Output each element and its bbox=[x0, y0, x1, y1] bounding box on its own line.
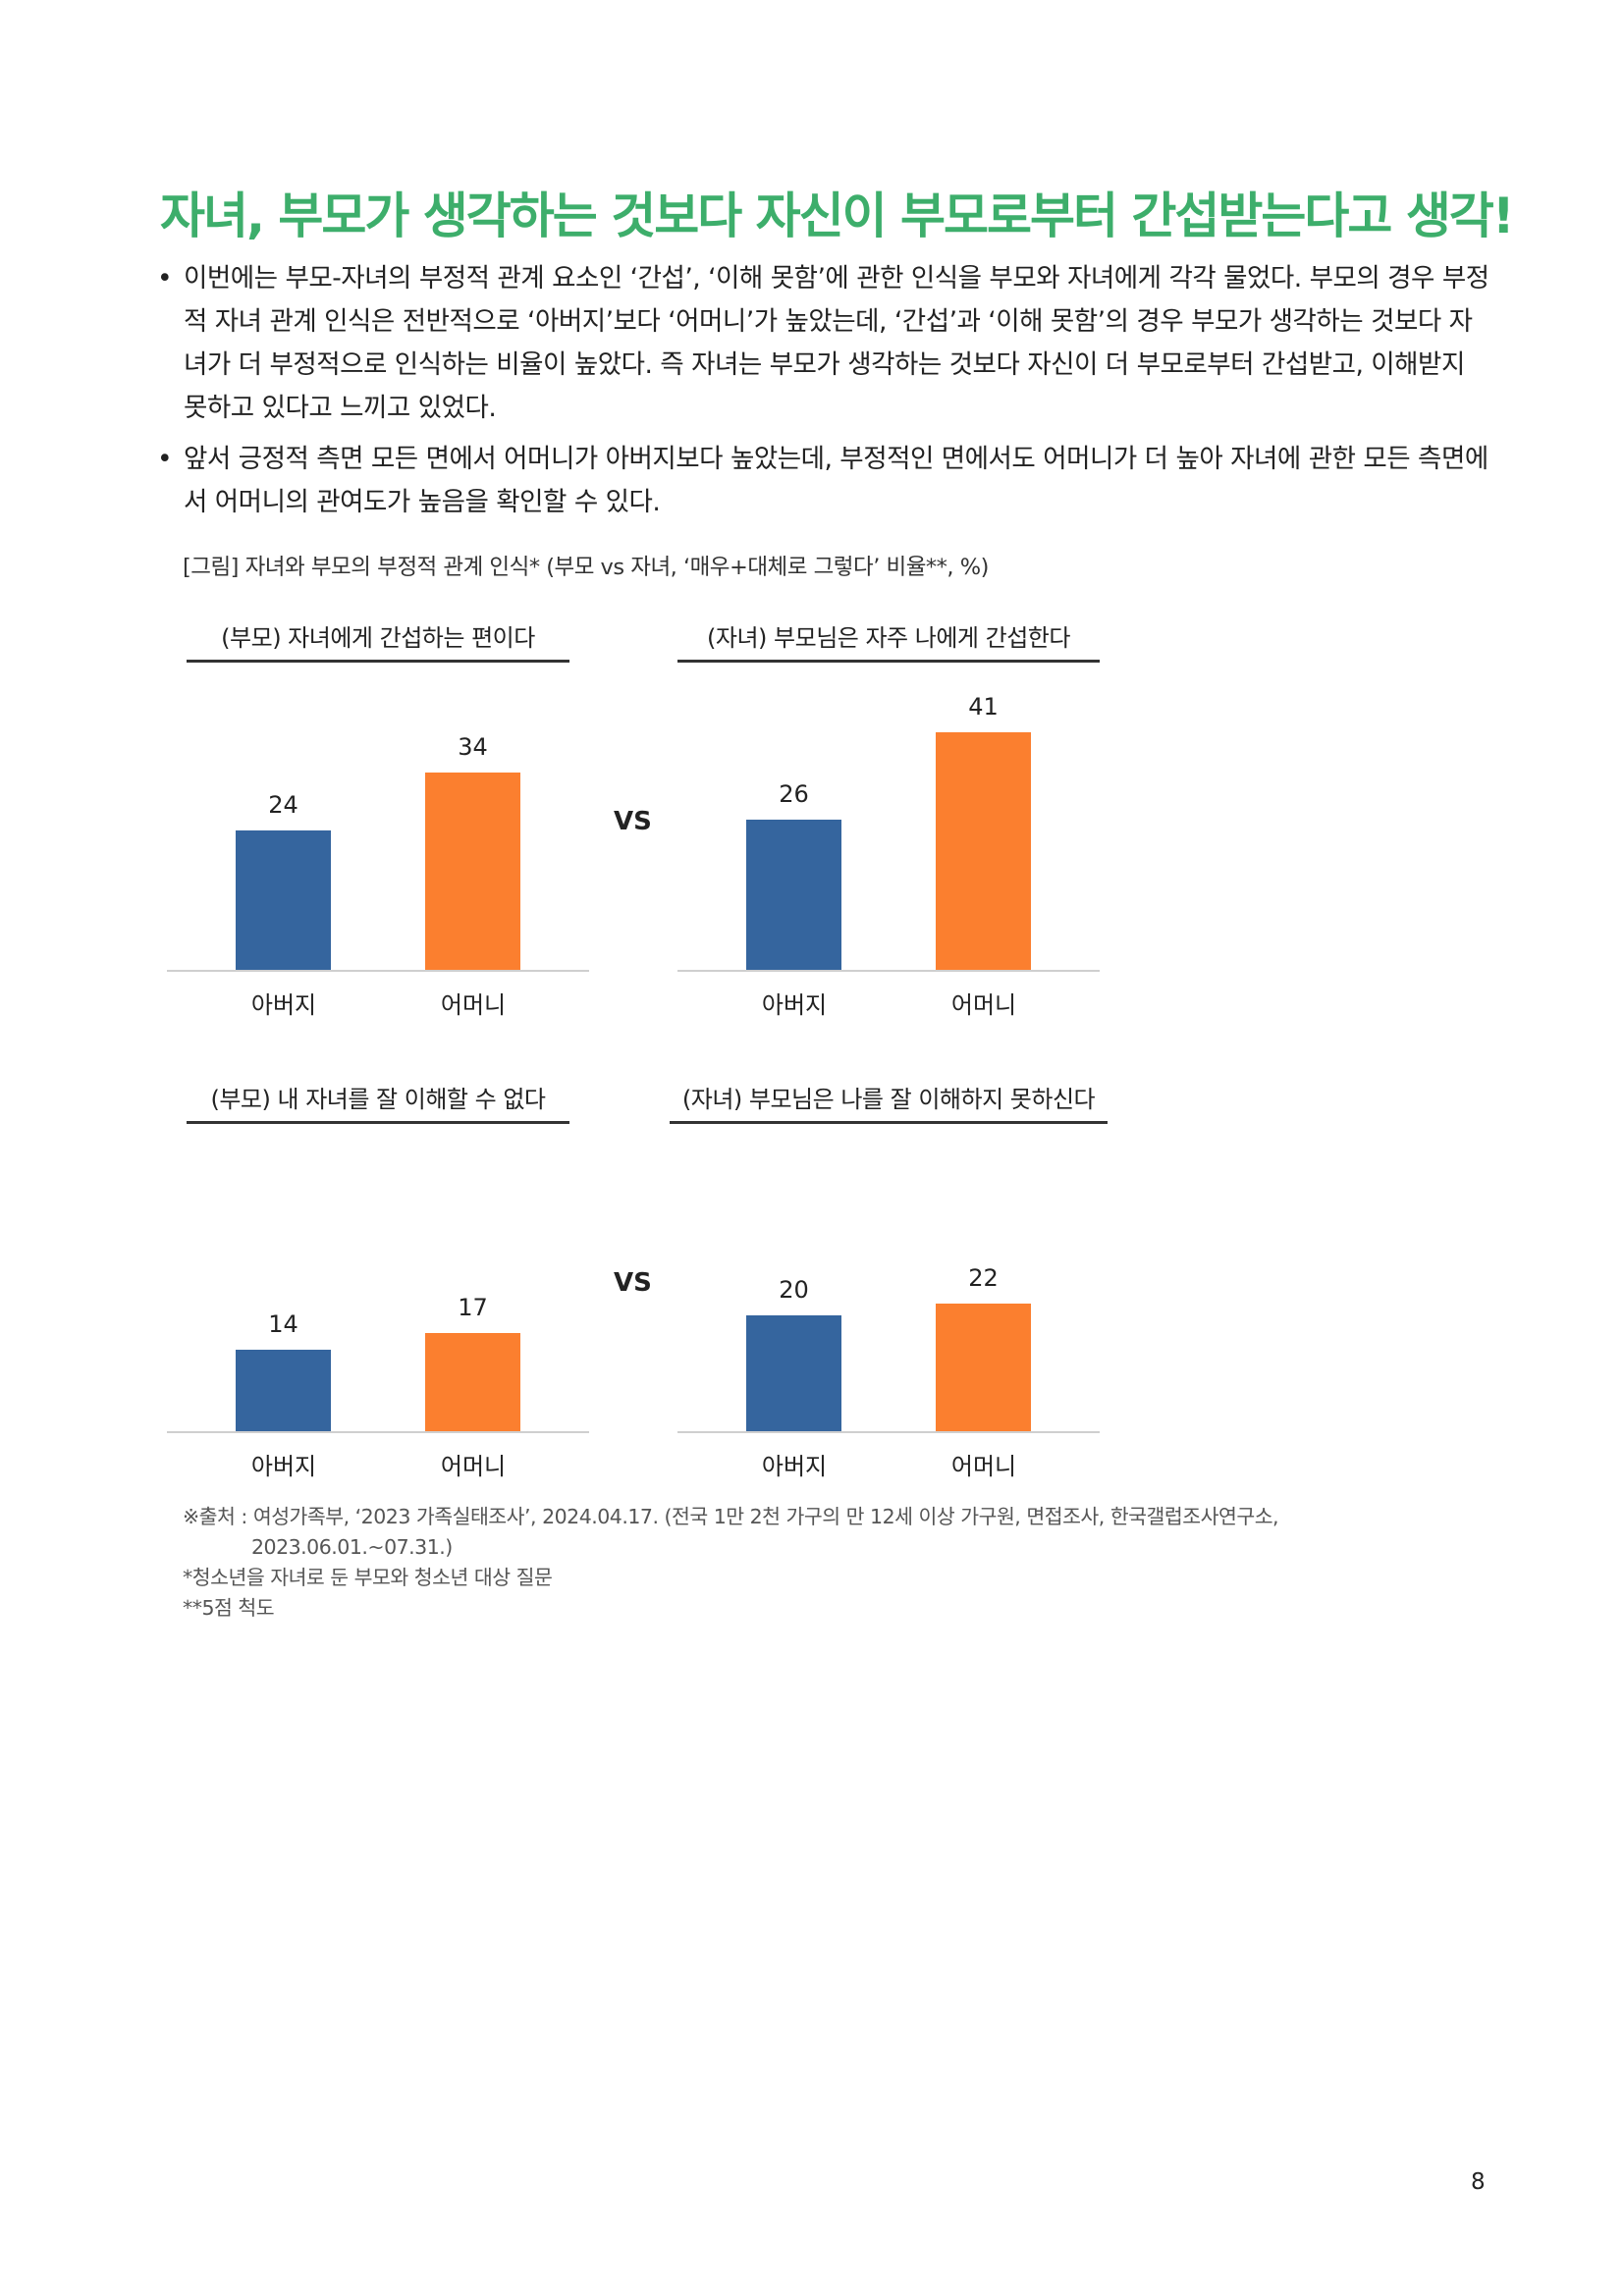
category-label: 어머니 bbox=[950, 1453, 1017, 1480]
bar-father bbox=[236, 830, 331, 970]
chart-title: (부모) 자녀에게 간섭하는 편이다 bbox=[221, 624, 535, 652]
category-label: 어머니 bbox=[440, 991, 507, 1019]
chart-child-interference: (자녀) 부모님은 자주 나에게 간섭한다 26 아버지 41 어머니 bbox=[677, 618, 1100, 1019]
bar-value-label: 14 bbox=[268, 1310, 298, 1339]
footnote-survey-target: *청소년을 자녀로 둔 부모와 청소년 대상 질문 bbox=[183, 1566, 553, 1589]
bullet-icon: • bbox=[157, 263, 173, 294]
bar-value-label: 24 bbox=[268, 791, 298, 820]
category-label: 아버지 bbox=[761, 1453, 828, 1480]
bullet-item: • 앞서 긍정적 측면 모든 면에서 어머니가 아버지보다 높았는데, 부정적인… bbox=[157, 438, 1492, 524]
bar-value-label: 17 bbox=[458, 1293, 488, 1321]
chart-parent-interference: (부모) 자녀에게 간섭하는 편이다 24 아버지 34 어머니 bbox=[167, 618, 589, 1019]
bar-value-label: 20 bbox=[779, 1276, 809, 1304]
footnotes: ※출처 : 여성가족부, ‘2023 가족실태조사’, 2024.04.17. … bbox=[183, 1502, 1279, 1624]
chart-child-understanding: (자녀) 부모님은 나를 잘 이해하지 못하신다 20 아버지 22 어머니 bbox=[670, 1080, 1108, 1480]
chart-title-underline bbox=[187, 660, 569, 663]
bar-mother bbox=[936, 1304, 1031, 1431]
chart-title-underline bbox=[677, 660, 1100, 663]
category-label: 아버지 bbox=[250, 1453, 317, 1480]
bullet-text: 이번에는 부모-자녀의 부정적 관계 요소인 ‘간섭’, ‘이해 못함’에 관한… bbox=[184, 263, 1489, 423]
chart-baseline bbox=[167, 970, 589, 972]
page-title: 자녀, 부모가 생각하는 것보다 자신이 부모로부터 간섭받는다고 생각! bbox=[160, 187, 1515, 244]
bar-father bbox=[746, 819, 841, 970]
bullet-text: 앞서 긍정적 측면 모든 면에서 어머니가 아버지보다 높았는데, 부정적인 면… bbox=[184, 444, 1488, 517]
chart-title: (부모) 내 자녀를 잘 이해할 수 없다 bbox=[210, 1086, 546, 1113]
footnote-source-dates: 2023.06.01.~07.31.) bbox=[251, 1535, 453, 1559]
chart-title-underline bbox=[187, 1121, 569, 1124]
bar-father bbox=[746, 1315, 841, 1431]
bar-mother bbox=[936, 732, 1031, 970]
chart-title: (자녀) 부모님은 자주 나에게 간섭한다 bbox=[707, 624, 1070, 652]
footnote-scale: **5점 척도 bbox=[183, 1596, 275, 1620]
chart-title: (자녀) 부모님은 나를 잘 이해하지 못하신다 bbox=[681, 1086, 1096, 1113]
bar-mother bbox=[425, 1332, 520, 1431]
footnote-source: ※출처 : 여성가족부, ‘2023 가족실태조사’, 2024.04.17. … bbox=[183, 1505, 1279, 1528]
figure-caption: [그림] 자녀와 부모의 부정적 관계 인식* (부모 vs 자녀, ‘매우+대… bbox=[183, 555, 989, 580]
chart-baseline bbox=[677, 1431, 1100, 1433]
category-label: 아버지 bbox=[250, 991, 317, 1019]
category-label: 어머니 bbox=[950, 991, 1017, 1019]
category-label: 어머니 bbox=[440, 1453, 507, 1480]
bar-value-label: 26 bbox=[779, 779, 809, 808]
page-number: 8 bbox=[1471, 2169, 1486, 2195]
chart-baseline bbox=[677, 970, 1100, 972]
bullet-item: • 이번에는 부모-자녀의 부정적 관계 요소인 ‘간섭’, ‘이해 못함’에 … bbox=[157, 257, 1492, 430]
bullet-list: • 이번에는 부모-자녀의 부정적 관계 요소인 ‘간섭’, ‘이해 못함’에 … bbox=[157, 257, 1492, 532]
chart-parent-understanding: (부모) 내 자녀를 잘 이해할 수 없다 14 아버지 17 어머니 bbox=[167, 1080, 589, 1480]
bar-value-label: 34 bbox=[458, 733, 488, 762]
chart-title-underline bbox=[670, 1121, 1108, 1124]
vs-label: VS bbox=[614, 1268, 652, 1298]
bar-value-label: 22 bbox=[968, 1264, 999, 1293]
bar-mother bbox=[425, 773, 520, 970]
category-label: 아버지 bbox=[761, 991, 828, 1019]
vs-label: VS bbox=[614, 807, 652, 836]
bar-value-label: 41 bbox=[968, 693, 999, 721]
chart-baseline bbox=[167, 1431, 589, 1433]
bullet-icon: • bbox=[157, 444, 173, 474]
bar-father bbox=[236, 1350, 331, 1431]
